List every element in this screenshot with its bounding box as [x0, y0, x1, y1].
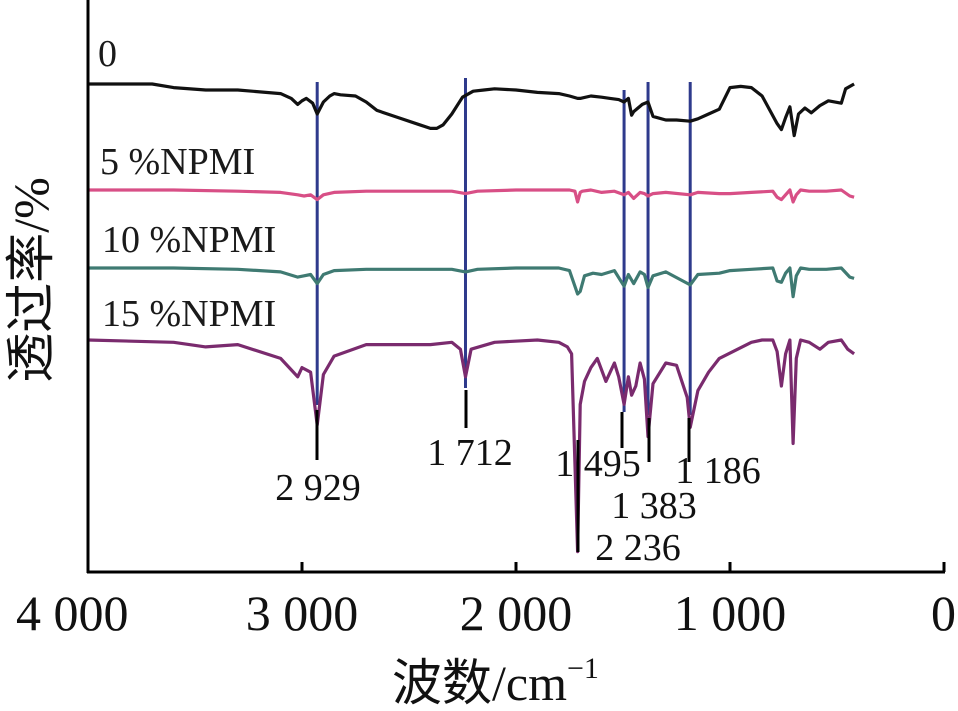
y-axis-title: 透过率/% — [3, 177, 59, 383]
peak-annotation-label: 1 186 — [675, 450, 761, 492]
x-tick-label: 4 000 — [16, 585, 129, 641]
series-line — [88, 266, 855, 299]
series-line — [88, 188, 855, 204]
x-axis-title-superscript: −1 — [567, 652, 599, 685]
series-name-label: 0 — [98, 33, 117, 75]
series-line — [88, 82, 855, 138]
series-line — [87, 338, 856, 554]
peak-annotation-label: 1 495 — [555, 443, 641, 485]
peak-annotation-label: 2 929 — [275, 467, 361, 509]
peak-annotation-label: 1 383 — [611, 485, 697, 527]
x-tick-label: 1 000 — [674, 585, 787, 641]
series-name-label: 5 %NPMI — [100, 141, 255, 183]
peak-annotation-label: 2 236 — [595, 527, 681, 569]
series-name-label: 10 %NPMI — [102, 219, 276, 261]
peak-annotation-label: 1 712 — [427, 432, 513, 474]
series-name-label: 15 %NPMI — [102, 293, 276, 335]
x-tick-label: 2 000 — [460, 585, 573, 641]
x-tick-label: 3 000 — [246, 585, 359, 641]
x-tick-label: 0 — [931, 585, 956, 641]
x-axis-title: 波数/cm−1 — [392, 652, 599, 711]
